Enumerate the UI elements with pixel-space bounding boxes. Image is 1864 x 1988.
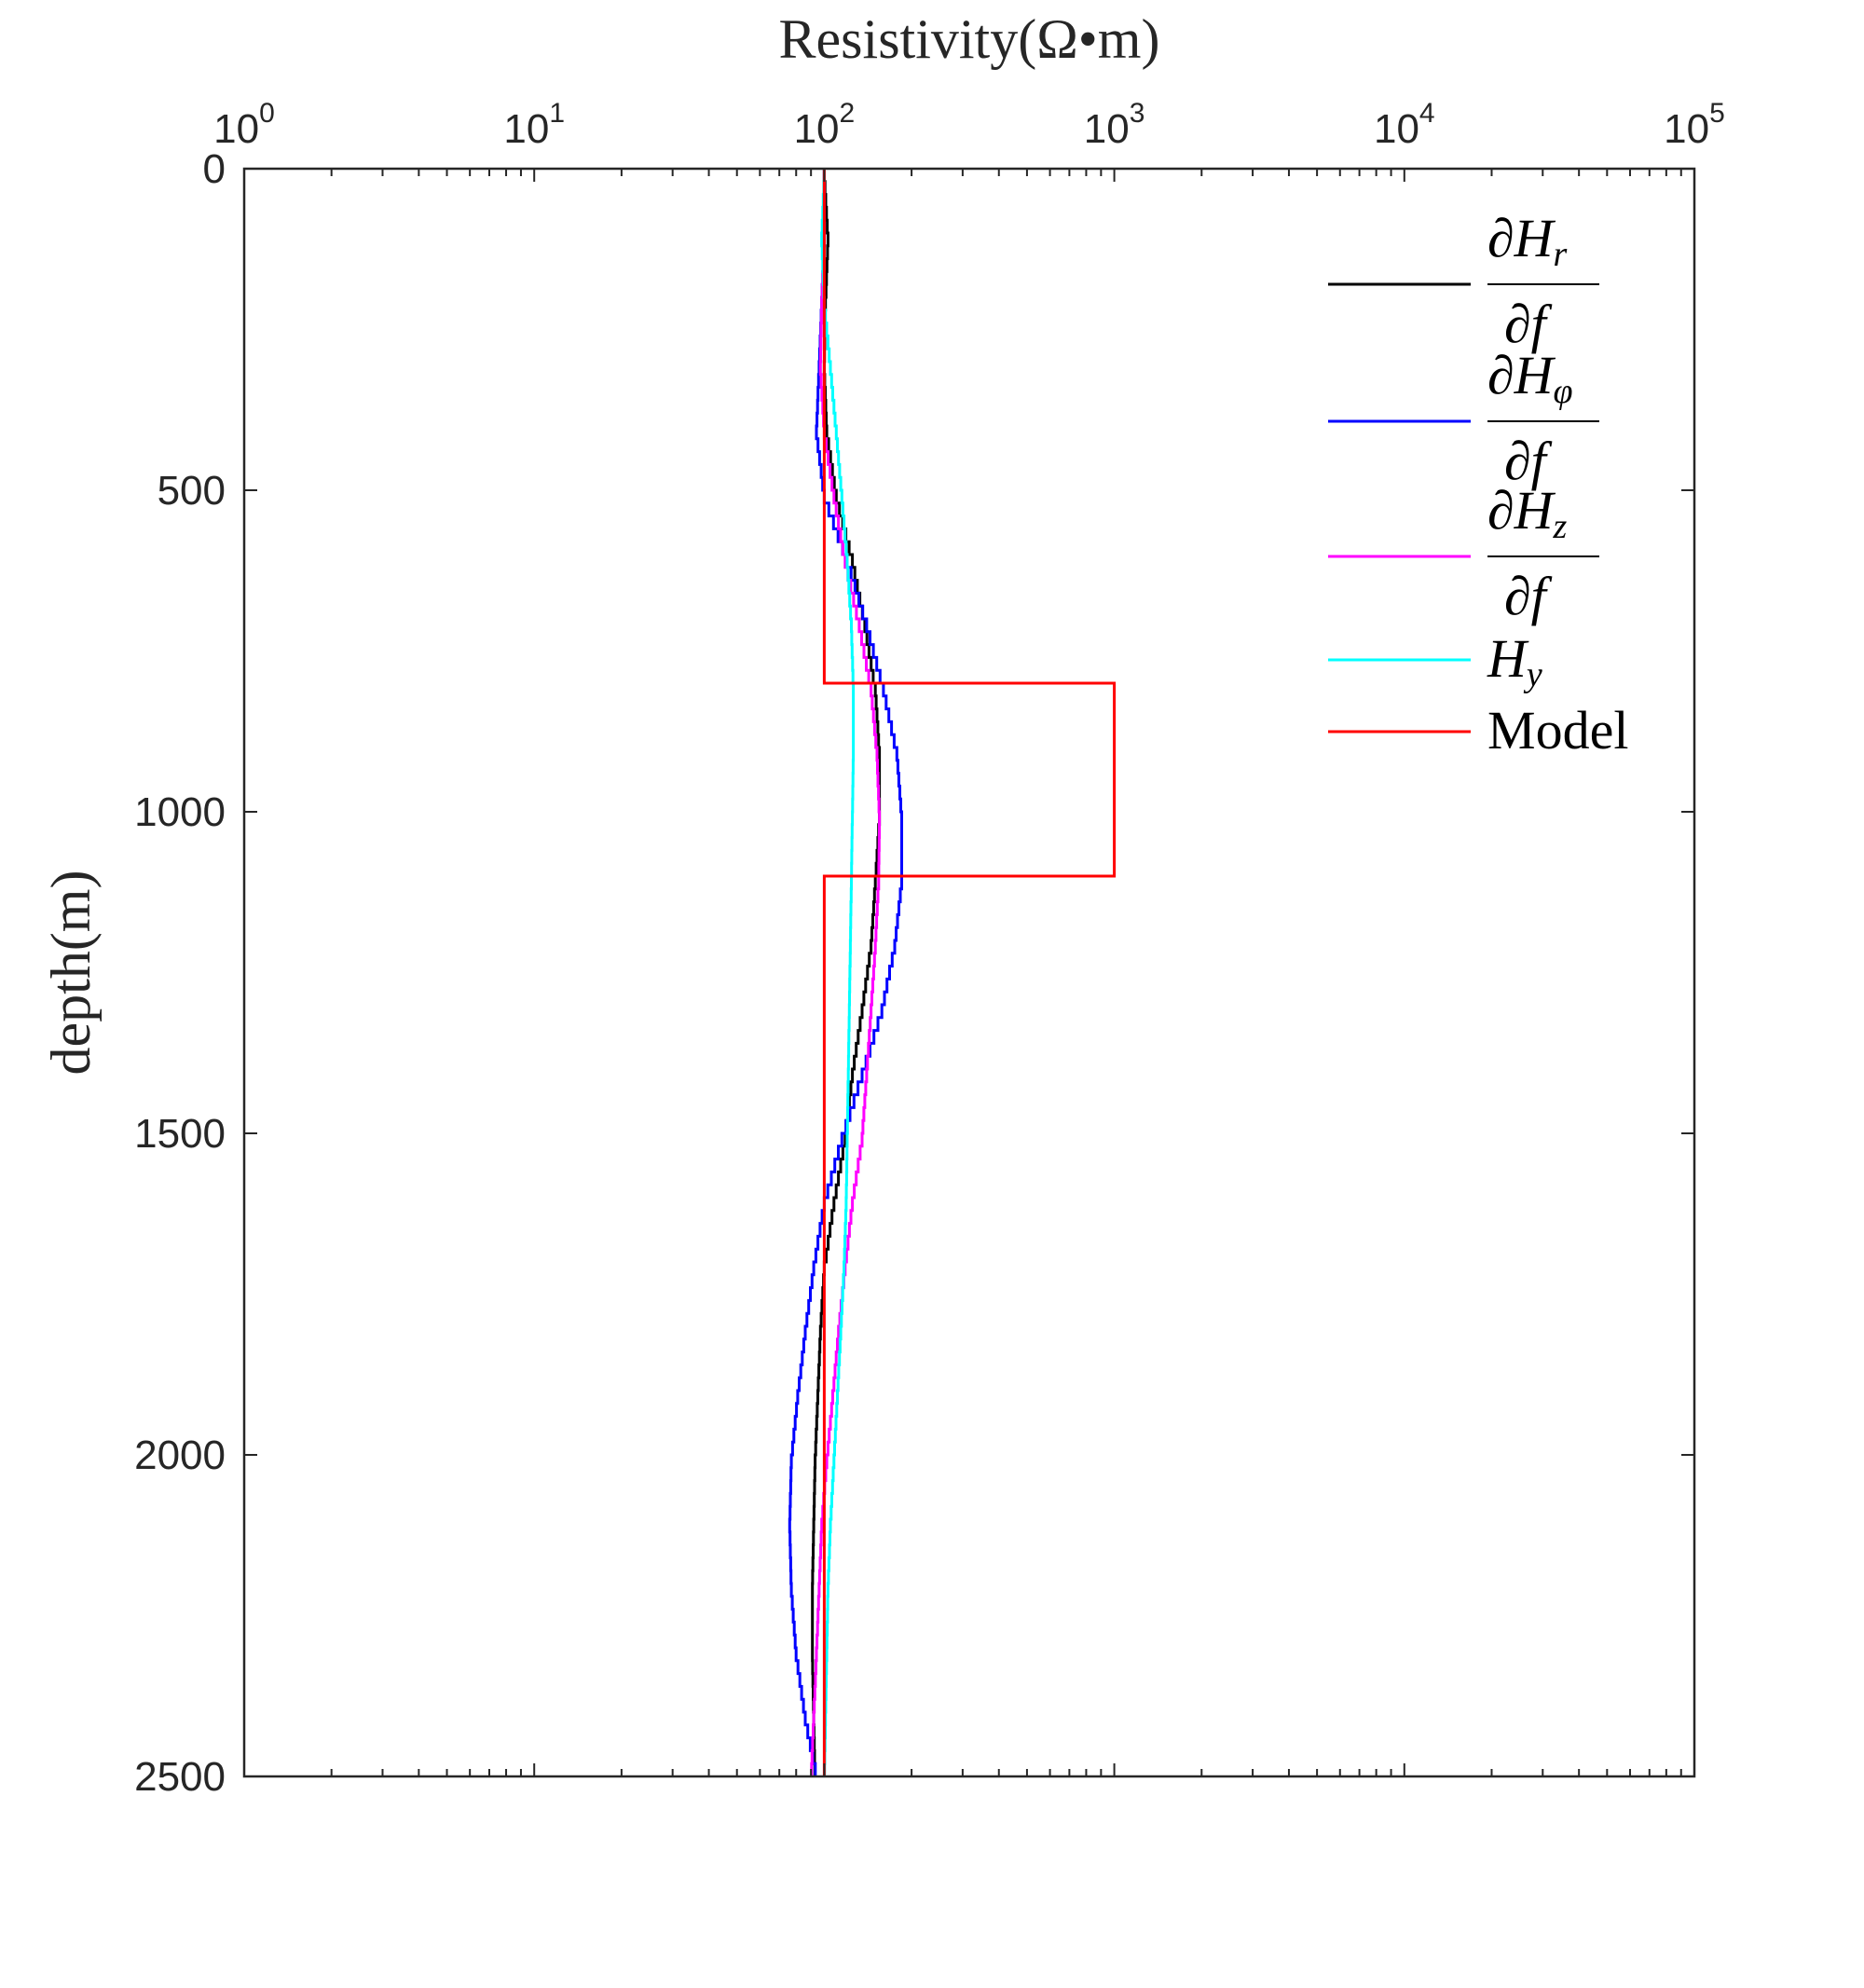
y-axis-title: depth(m): [40, 871, 102, 1076]
series-line-3: [820, 169, 856, 1776]
legend-label-numerator-1: ∂Hφ: [1487, 345, 1573, 411]
legend-label-denominator-1: ∂f: [1504, 431, 1553, 491]
y-tick-label-4: 2000: [134, 1433, 226, 1478]
x-tick-label-1: 101: [503, 98, 565, 152]
plot-area-frame: [242, 167, 1696, 1778]
x-tick-label-4: 104: [1374, 98, 1435, 152]
legend-label-4: Model: [1487, 700, 1628, 761]
x-tick-label-2: 102: [794, 98, 856, 152]
plot-series-group: [788, 169, 1117, 1776]
axis-ticks-group: [243, 168, 1695, 1777]
x-tick-label-5: 105: [1664, 98, 1725, 152]
x-axis-title: Resistivity(Ω•m): [779, 8, 1160, 70]
legend-label-numerator-0: ∂Hr: [1487, 208, 1568, 274]
legend-label-3: Hy: [1487, 628, 1542, 694]
y-tick-label-1: 500: [158, 468, 226, 514]
y-tick-label-3: 1500: [134, 1111, 226, 1157]
legend-label-denominator-2: ∂f: [1504, 566, 1553, 626]
legend-label-denominator-0: ∂f: [1504, 294, 1553, 354]
y-tick-label-0: 0: [203, 146, 226, 192]
y-tick-label-2: 1000: [134, 789, 226, 835]
x-tick-label-0: 100: [213, 98, 275, 152]
series-line-1: [788, 169, 903, 1776]
series-line-4: [822, 169, 1117, 1776]
axis-tick-labels-group: 100 101 102 103 104 105 0 500 1000 1500 2000 2500: [134, 98, 1725, 1800]
x-tick-label-3: 103: [1084, 98, 1145, 152]
y-tick-label-5: 2500: [134, 1754, 226, 1800]
legend-label-numerator-2: ∂Hz: [1487, 480, 1568, 546]
series-line-0: [811, 169, 882, 1776]
series-line-2: [810, 169, 882, 1776]
